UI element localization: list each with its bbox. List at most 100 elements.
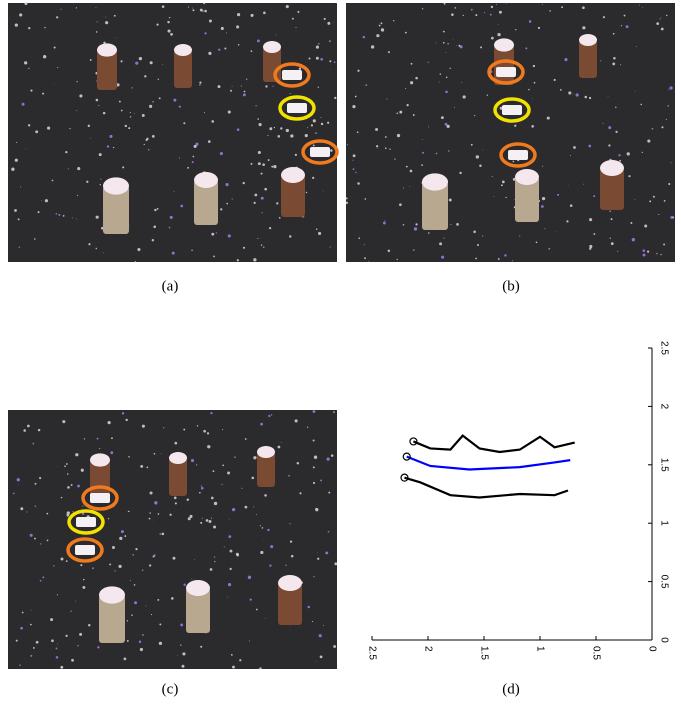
speck — [410, 62, 413, 65]
speck — [153, 521, 154, 523]
cylinder-top — [90, 453, 110, 467]
speck — [125, 418, 128, 422]
speck — [193, 144, 197, 148]
cylinder-top — [99, 586, 125, 604]
speck — [138, 640, 142, 643]
speck — [666, 14, 668, 17]
speck — [308, 57, 311, 60]
start-marker — [409, 437, 418, 446]
speck — [66, 463, 68, 465]
speck — [630, 222, 633, 224]
speck — [546, 116, 550, 120]
speck — [20, 186, 21, 188]
speck — [333, 61, 336, 64]
speck — [173, 496, 177, 500]
speck — [60, 8, 62, 11]
speck — [207, 140, 211, 143]
cylinder-top — [174, 44, 192, 56]
speck — [80, 468, 84, 472]
speck — [618, 154, 621, 157]
cylinder-top — [194, 172, 218, 188]
speck — [542, 165, 544, 167]
cylinder — [281, 175, 305, 217]
speck — [572, 93, 574, 95]
speck — [34, 238, 36, 240]
speck — [134, 113, 136, 114]
speck — [30, 89, 33, 92]
speck — [355, 171, 357, 174]
speck — [257, 237, 259, 240]
speck — [18, 483, 19, 485]
speck — [82, 585, 86, 589]
speck — [291, 17, 294, 20]
speck — [270, 414, 273, 416]
speck — [200, 486, 204, 490]
speck — [168, 226, 171, 229]
marker-ring — [67, 509, 105, 535]
speck — [368, 261, 370, 262]
speck — [593, 233, 596, 235]
speck — [67, 486, 70, 489]
speck — [497, 24, 499, 25]
speck — [631, 238, 636, 242]
speck — [320, 116, 322, 118]
speck — [214, 560, 216, 563]
speck — [376, 145, 379, 148]
speck — [254, 193, 258, 197]
speck — [612, 32, 615, 35]
speck — [607, 96, 609, 97]
speck — [387, 249, 391, 253]
speck — [213, 525, 217, 529]
trajectory — [404, 476, 569, 499]
speck — [454, 7, 457, 9]
speck — [370, 45, 375, 49]
speck — [386, 98, 388, 100]
speck — [377, 148, 379, 149]
speck — [553, 78, 556, 82]
speck — [304, 134, 308, 138]
speck — [556, 231, 557, 233]
marker-ring — [66, 537, 104, 563]
speck — [126, 640, 129, 642]
speck — [380, 22, 383, 25]
speck — [62, 215, 65, 217]
speck — [113, 14, 116, 17]
start-marker — [402, 452, 411, 461]
speck — [77, 194, 79, 196]
speck — [180, 204, 184, 208]
speck — [75, 7, 77, 9]
cylinder-top — [278, 575, 302, 591]
speck — [170, 32, 173, 36]
speck — [315, 507, 319, 512]
speck — [141, 569, 144, 572]
speck — [638, 4, 640, 6]
speck — [454, 106, 456, 108]
x-tick-label: 1.5 — [478, 646, 489, 660]
trajectory — [413, 434, 575, 454]
speck — [109, 134, 113, 138]
speck — [51, 639, 54, 643]
speck — [575, 93, 579, 97]
speck — [396, 133, 401, 138]
speck — [330, 68, 331, 70]
speck — [134, 601, 138, 605]
speck — [655, 252, 658, 255]
speck — [356, 131, 359, 134]
speck — [151, 135, 155, 138]
speck — [445, 76, 448, 79]
speck — [491, 36, 494, 40]
cylinder-top — [600, 160, 624, 176]
speck — [204, 32, 207, 35]
speck — [312, 176, 315, 179]
speck — [220, 26, 224, 31]
speck — [451, 13, 454, 16]
speck — [441, 255, 445, 259]
speck — [670, 162, 672, 164]
robot — [282, 70, 302, 80]
speck — [153, 225, 157, 229]
speck — [244, 505, 248, 509]
speck — [168, 16, 171, 19]
x-tick-label: 0.5 — [590, 646, 601, 660]
speck — [95, 31, 98, 33]
marker-ring — [278, 95, 316, 121]
